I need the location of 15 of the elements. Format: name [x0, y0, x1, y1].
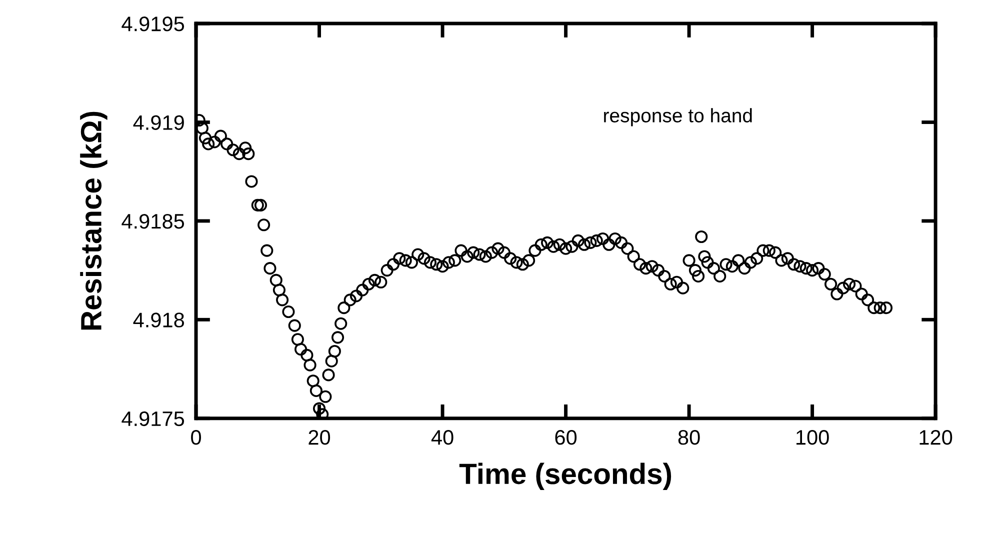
x-tick-label: 20 — [308, 430, 330, 445]
x-tick-label: 100 — [796, 430, 829, 445]
x-tick-label: 60 — [555, 430, 577, 445]
x-tick-label: 0 — [191, 430, 201, 445]
x-axis-title: Time (seconds) — [459, 462, 672, 490]
y-tick-label: 4.9175 — [122, 411, 184, 426]
x-tick-label: 120 — [920, 430, 952, 445]
y-tick-label: 4.9185 — [122, 214, 184, 229]
y-tick-label: 4.919 — [133, 115, 184, 130]
y-tick-label: 4.9195 — [122, 16, 184, 32]
y-tick-label: 4.918 — [133, 312, 184, 328]
annotation: response to hand — [604, 108, 752, 126]
x-tick-label: 80 — [678, 430, 700, 445]
y-axis-title: Resistance (kΩ) — [80, 112, 108, 330]
x-tick-label: 40 — [431, 430, 454, 445]
